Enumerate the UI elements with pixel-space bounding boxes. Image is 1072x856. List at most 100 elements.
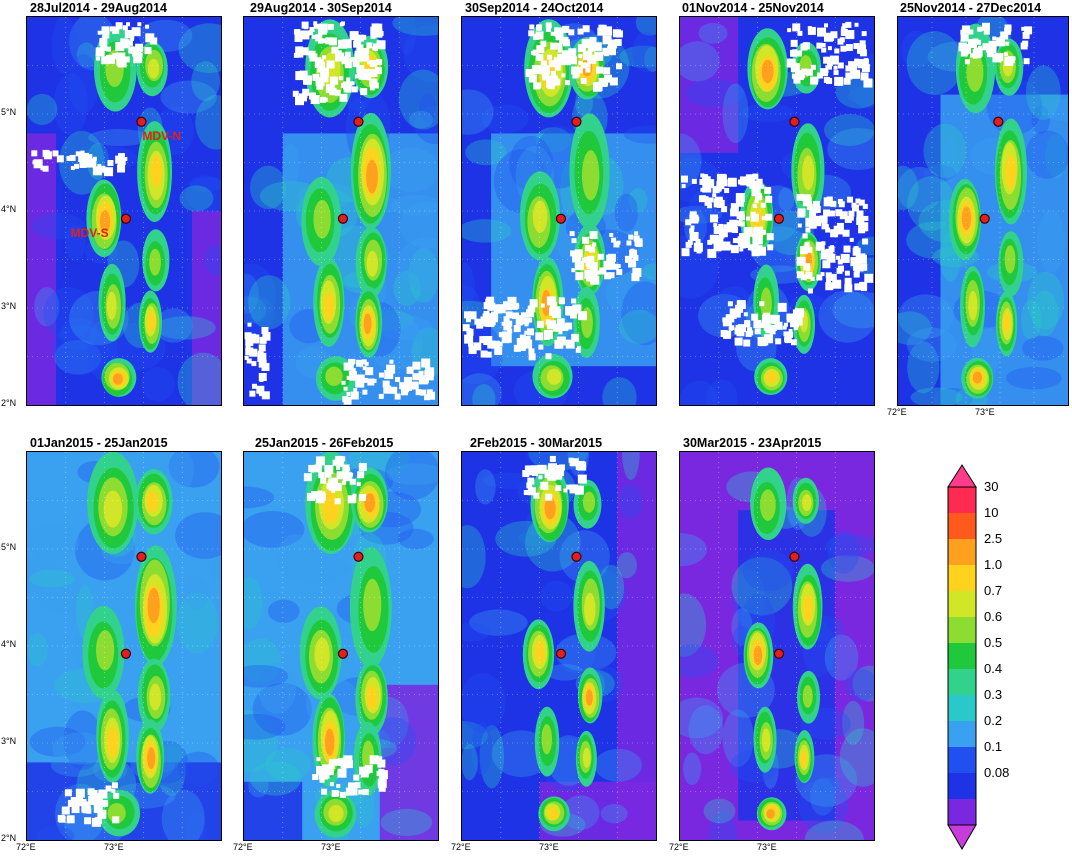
missing-data-pixel [986, 48, 991, 53]
aod-field-patch [419, 93, 437, 123]
aod-field-patch [393, 270, 421, 307]
missing-data-pixel [809, 211, 817, 219]
aod-field-patch [408, 110, 433, 129]
missing-data-pixel [324, 465, 334, 475]
missing-data-pixel [689, 214, 699, 224]
missing-data-pixel [524, 330, 529, 335]
missing-data-pixel [115, 22, 123, 30]
missing-data-pixel [730, 208, 739, 217]
missing-data-pixel [550, 31, 555, 36]
aod-hotspot [801, 494, 812, 512]
aod-field-patch [29, 569, 76, 588]
aod-field-patch [154, 316, 216, 340]
aod-field-patch [906, 327, 957, 362]
missing-data-pixel [577, 28, 584, 35]
missing-data-pixel [707, 203, 713, 209]
aod-field-patch [742, 103, 794, 123]
panel-title: 29Aug2014 - 30Sep2014 [250, 1, 392, 15]
missing-data-pixel [326, 60, 335, 69]
missing-data-pixel [79, 160, 87, 168]
aod-hotspot [966, 53, 984, 92]
missing-data-pixel [529, 24, 535, 30]
missing-data-pixel [426, 373, 434, 381]
missing-data-pixel [354, 782, 361, 789]
aod-hotspot [99, 210, 111, 233]
missing-data-pixel [959, 42, 964, 47]
missing-data-pixel [350, 359, 356, 365]
missing-data-pixel [376, 40, 386, 50]
aod-field-patch [635, 17, 656, 36]
map-panel [26, 451, 222, 841]
missing-data-pixel [362, 377, 368, 383]
aod-hotspot [1004, 245, 1016, 274]
aod-field-patch [244, 511, 305, 548]
missing-data-pixel [528, 72, 533, 77]
missing-data-pixel [845, 65, 852, 72]
missing-data-pixel [418, 370, 424, 376]
missing-data-pixel [608, 261, 616, 269]
missing-data-pixel [376, 58, 383, 65]
missing-data-pixel [730, 225, 736, 231]
missing-data-pixel [783, 331, 789, 337]
missing-data-pixel [32, 160, 37, 165]
missing-data-pixel [996, 37, 1006, 47]
missing-data-pixel [857, 44, 867, 54]
missing-data-pixel [704, 176, 711, 183]
missing-data-pixel [826, 253, 836, 263]
aod-field-patch [810, 778, 836, 816]
missing-data-pixel [351, 57, 356, 62]
missing-data-pixel [293, 52, 299, 58]
missing-data-pixel [762, 318, 769, 325]
missing-data-pixel [735, 198, 744, 207]
map-panel [243, 16, 439, 406]
missing-data-pixel [743, 227, 753, 237]
aod-field-patch [706, 379, 738, 405]
missing-data-pixel [309, 92, 317, 100]
missing-data-pixel [102, 31, 110, 39]
missing-data-pixel [541, 60, 548, 67]
missing-data-pixel [570, 458, 579, 467]
missing-data-pixel [295, 46, 304, 55]
missing-data-pixel [571, 268, 576, 273]
missing-data-pixel [334, 498, 341, 505]
missing-data-pixel [816, 72, 823, 79]
missing-data-pixel [522, 470, 530, 478]
missing-data-pixel [503, 322, 512, 331]
missing-data-pixel [823, 56, 831, 64]
missing-data-pixel [713, 243, 722, 252]
aod-field-patch [185, 177, 221, 213]
colorbar-label: 0.3 [984, 687, 1002, 702]
missing-data-pixel [842, 229, 850, 237]
aod-field-patch [680, 41, 720, 82]
missing-data-pixel [594, 51, 604, 61]
aod-field-patch [907, 341, 940, 394]
missing-data-pixel [753, 235, 763, 245]
missing-data-pixel [754, 199, 759, 204]
missing-data-pixel [577, 474, 587, 484]
aod-field-patch [555, 633, 617, 672]
missing-data-pixel [301, 21, 309, 29]
missing-data-pixel [257, 352, 267, 362]
missing-data-pixel [565, 322, 573, 330]
missing-data-pixel [483, 336, 493, 346]
missing-data-pixel [578, 53, 583, 58]
panel-title: 30Sep2014 - 24Oct2014 [465, 1, 604, 15]
aod-field-patch [1040, 98, 1068, 122]
aod-hotspot [363, 578, 382, 632]
missing-data-pixel [425, 367, 435, 377]
missing-data-pixel [546, 79, 555, 88]
missing-data-pixel [360, 74, 365, 79]
missing-data-pixel [330, 24, 335, 29]
missing-data-pixel [352, 60, 360, 68]
missing-data-pixel [312, 73, 320, 81]
missing-data-pixel [261, 391, 270, 400]
missing-data-pixel [367, 378, 375, 386]
aod-field-patch [618, 309, 656, 344]
missing-data-pixel [328, 482, 337, 491]
missing-data-pixel [491, 340, 500, 349]
missing-data-pixel [347, 762, 353, 768]
aod-field-patch [53, 73, 88, 136]
panel-title: 28Jul2014 - 29Aug2014 [30, 1, 167, 15]
missing-data-pixel [112, 53, 119, 60]
missing-data-pixel [806, 203, 813, 210]
